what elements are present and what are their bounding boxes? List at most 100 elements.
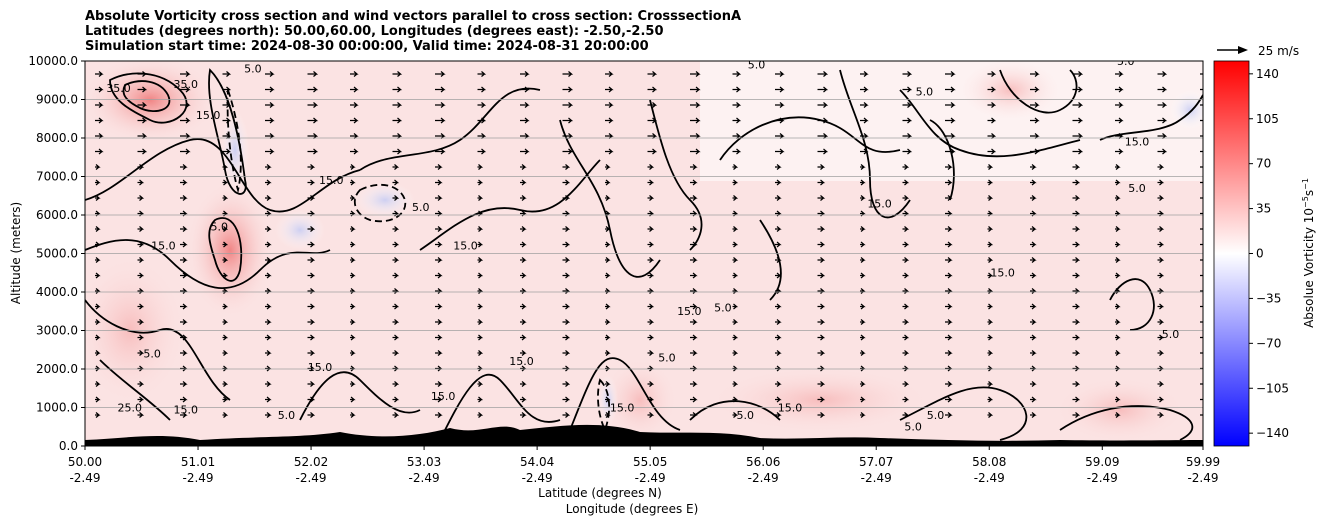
wind-vector xyxy=(902,71,913,77)
wind-vector xyxy=(435,226,443,232)
wind-vector xyxy=(95,179,101,186)
wind-vector xyxy=(1115,102,1124,108)
wind-vector xyxy=(945,179,953,186)
wind-vector xyxy=(817,148,829,155)
wind-vector xyxy=(95,102,104,108)
wind-vector xyxy=(817,195,826,201)
wind-vector xyxy=(1030,226,1037,232)
wind-vector xyxy=(860,71,869,77)
wind-vector xyxy=(392,117,403,124)
title-line-2: Latitudes (degrees north): 50.00,60.00, … xyxy=(85,24,664,39)
contour-label: 5.0 xyxy=(1128,182,1146,195)
wind-vector xyxy=(222,257,229,263)
x-tick-label-lon: -2.49 xyxy=(748,471,779,485)
contour-label: 15.0 xyxy=(173,403,198,416)
wind-vector xyxy=(945,117,956,124)
wind-vector xyxy=(435,303,443,310)
wind-vector xyxy=(775,319,782,325)
wind-vector xyxy=(180,71,191,77)
wind-vector xyxy=(435,412,443,418)
y-tick-label: 8000.0 xyxy=(36,131,78,145)
colorbar-tick-label: 0 xyxy=(1256,247,1264,261)
wind-vector xyxy=(477,412,484,418)
wind-vector xyxy=(1200,164,1203,170)
y-axis: 0.0 1000.0 2000.0 3000.0 4000.0 5000.0 6000.0 7… xyxy=(28,54,85,453)
wind-vector xyxy=(817,396,826,403)
contour-label: 5.0 xyxy=(211,220,229,233)
wind-vector xyxy=(180,334,188,341)
colorbar-tick-label: 70 xyxy=(1256,157,1271,171)
y-tick-label: 2000.0 xyxy=(36,362,78,376)
y-tick-label: 3000.0 xyxy=(36,324,78,338)
wind-vector xyxy=(1200,180,1203,185)
wind-vector xyxy=(987,179,994,186)
wind-vector xyxy=(1157,257,1165,263)
wind-vector xyxy=(605,412,611,418)
wind-vector xyxy=(477,164,484,170)
wind-vector xyxy=(817,319,826,325)
wind-vector xyxy=(137,257,145,263)
wind-vector xyxy=(902,117,913,124)
wind-vector xyxy=(860,350,866,356)
wind-vector xyxy=(690,412,698,418)
wind-vector xyxy=(1115,164,1121,170)
wind-vector xyxy=(137,303,145,310)
wind-vector xyxy=(307,179,316,186)
wind-vector xyxy=(392,71,403,77)
terrain-mask xyxy=(85,424,1203,446)
wind-vector xyxy=(392,86,403,93)
horizontal-gridlines xyxy=(85,99,1203,408)
wind-vector xyxy=(1030,148,1040,155)
wind-vector xyxy=(1072,148,1084,155)
wind-vector xyxy=(1030,396,1037,403)
wind-vector xyxy=(1157,381,1165,387)
colorbar-tick-label: 35 xyxy=(1256,202,1271,216)
colorbar-tick-label: 105 xyxy=(1256,112,1279,126)
quiver-key: 25 m/s xyxy=(1217,44,1299,58)
wind-vector xyxy=(1030,412,1037,418)
wind-vector xyxy=(605,179,611,186)
wind-vector xyxy=(860,148,869,155)
wind-vector xyxy=(945,350,953,356)
wind-vector xyxy=(1072,86,1084,93)
wind-vector xyxy=(265,257,272,263)
wind-vector xyxy=(95,257,101,263)
wind-vector xyxy=(945,334,953,341)
wind-vector xyxy=(350,179,356,186)
wind-vector xyxy=(1030,86,1040,93)
x-tick-label-lon: -2.49 xyxy=(974,471,1005,485)
wind-vector xyxy=(732,195,739,201)
wind-vector xyxy=(945,319,953,325)
wind-vector xyxy=(860,396,866,403)
wind-vector xyxy=(307,148,319,155)
wind-vector xyxy=(307,241,316,248)
wind-vector xyxy=(732,303,739,310)
wind-vector xyxy=(605,148,614,155)
wind-vector xyxy=(945,257,953,263)
wind-vector xyxy=(987,396,994,403)
wind-vector xyxy=(987,272,994,279)
wind-vector xyxy=(435,350,443,356)
wind-vector xyxy=(817,350,826,356)
wind-vector xyxy=(1200,366,1203,371)
wind-vector xyxy=(562,303,571,310)
wind-vector xyxy=(647,148,658,155)
wind-vector xyxy=(902,396,910,403)
wind-vector xyxy=(647,303,655,310)
wind-vector xyxy=(987,303,994,310)
wind-vector xyxy=(1030,334,1037,341)
wind-vector xyxy=(732,164,739,170)
wind-vector xyxy=(647,334,655,341)
wind-vector xyxy=(435,164,443,170)
wind-vector xyxy=(732,117,742,124)
wind-vector xyxy=(137,319,145,325)
wind-vector xyxy=(95,303,101,310)
wind-vector xyxy=(265,86,275,93)
wind-vector xyxy=(222,303,229,310)
wind-vector xyxy=(987,86,997,93)
wind-vector xyxy=(647,164,655,170)
wind-vector xyxy=(392,241,400,248)
wind-vector xyxy=(477,179,484,186)
x-tick-label-lat: 58.08 xyxy=(972,455,1006,469)
wind-vector xyxy=(945,381,953,387)
